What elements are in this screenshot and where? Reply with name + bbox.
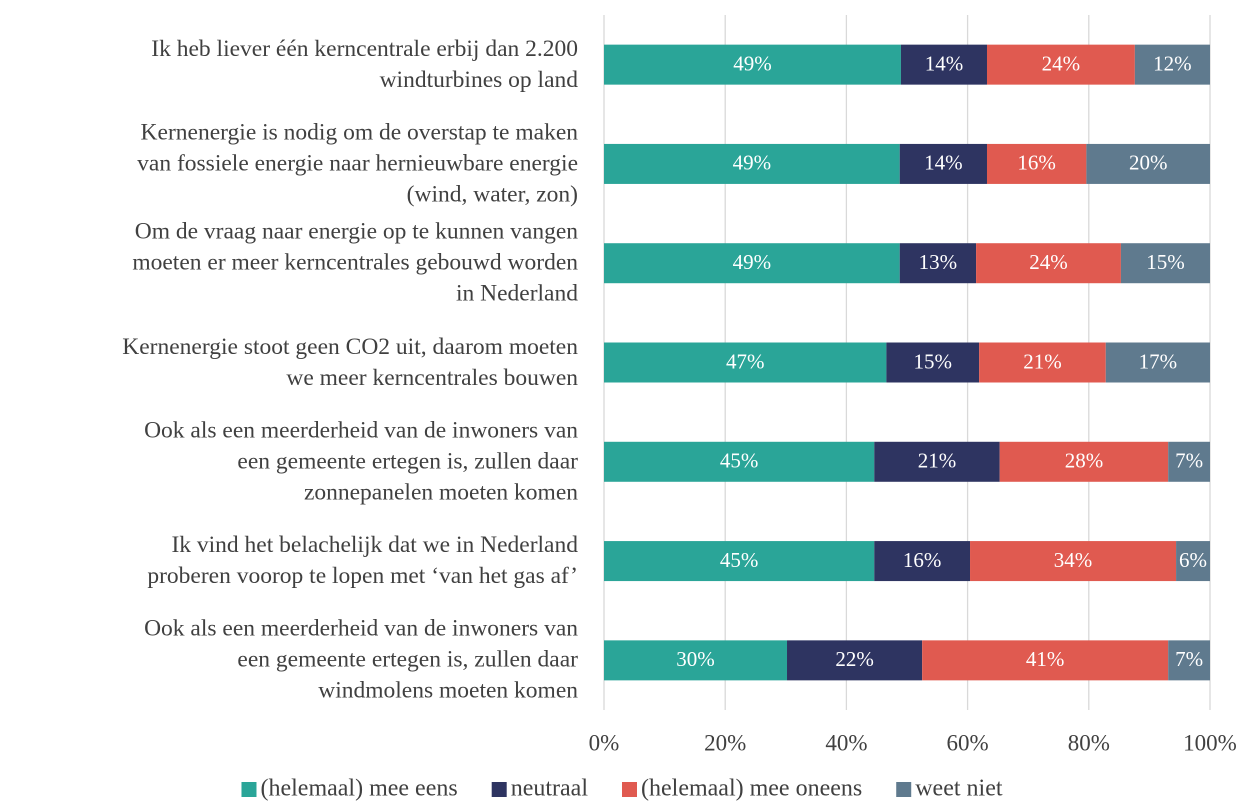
- bar-segment: [604, 44, 901, 85]
- bar-segment: [787, 640, 923, 681]
- data-label: 15%: [1146, 250, 1185, 274]
- bar-segment: [999, 441, 1169, 482]
- data-label: 24%: [1029, 250, 1068, 274]
- data-label: 45%: [720, 548, 759, 572]
- bar-segment: [1168, 441, 1210, 482]
- data-label: 41%: [1026, 647, 1065, 671]
- bar-segment: [970, 541, 1177, 582]
- bar-segment: [604, 342, 887, 383]
- x-tick-label: 100%: [1183, 730, 1237, 755]
- legend-label: neutraal: [511, 776, 589, 802]
- bar-segment: [1086, 143, 1210, 184]
- bar-segment: [1105, 342, 1210, 383]
- data-label: 12%: [1153, 51, 1192, 75]
- bar-segment: [604, 441, 875, 482]
- data-label: 49%: [733, 151, 772, 175]
- bar-segment: [1120, 243, 1210, 284]
- category-label: Kernenergie is nodig om de overstap te m…: [137, 119, 578, 208]
- bar-segment: [899, 143, 987, 184]
- data-label: 20%: [1129, 151, 1168, 175]
- x-tick-label: 40%: [825, 730, 867, 755]
- bar-segment: [604, 243, 900, 284]
- data-label: 7%: [1175, 647, 1203, 671]
- legend-label: (helemaal) mee eens: [260, 776, 457, 802]
- bar-segment: [1176, 541, 1210, 582]
- data-label: 17%: [1139, 349, 1178, 373]
- bar-segment: [900, 44, 987, 85]
- category-label: Ook als een meerderheid van de inwoners …: [144, 417, 578, 506]
- data-label: 16%: [903, 548, 942, 572]
- bar-segment: [899, 243, 977, 284]
- bar-segment: [604, 541, 875, 582]
- legend-swatch: [896, 782, 912, 797]
- bar-segment: [979, 342, 1106, 383]
- data-label: 14%: [925, 51, 964, 75]
- data-label: 21%: [918, 449, 957, 473]
- bar-segment: [874, 441, 1000, 482]
- data-label: 34%: [1054, 548, 1093, 572]
- data-label: 24%: [1042, 51, 1081, 75]
- data-label: 15%: [914, 349, 953, 373]
- legend-swatch: [241, 782, 257, 797]
- data-label: 49%: [733, 51, 772, 75]
- category-label: Ik heb liever één kerncentrale erbij dan…: [151, 35, 578, 93]
- data-label: 47%: [726, 349, 765, 373]
- bar-segment: [1134, 44, 1210, 85]
- data-label: 49%: [733, 250, 772, 274]
- data-label: 7%: [1175, 449, 1203, 473]
- bar-segment: [886, 342, 980, 383]
- x-tick-label: 20%: [704, 730, 746, 755]
- data-label: 45%: [720, 449, 759, 473]
- bar-segment: [604, 640, 788, 681]
- data-label: 16%: [1017, 151, 1056, 175]
- legend-label: (helemaal) mee oneens: [641, 776, 862, 802]
- x-tick-label: 80%: [1068, 730, 1110, 755]
- legend-swatch: [622, 782, 637, 797]
- category-label: Kernenergie stoot geen CO2 uit, daarom m…: [122, 333, 578, 391]
- data-label: 13%: [919, 250, 958, 274]
- data-label: 6%: [1179, 548, 1207, 572]
- legend-swatch: [491, 782, 507, 797]
- category-label: Ook als een meerderheid van de inwoners …: [144, 615, 578, 704]
- data-label: 21%: [1023, 349, 1062, 373]
- data-label: 30%: [676, 647, 715, 671]
- bar-segment: [604, 143, 900, 184]
- legend-label: weet niet: [915, 776, 1003, 802]
- bar-segment: [1168, 640, 1210, 681]
- bar-segment: [976, 243, 1121, 284]
- data-label: 22%: [835, 647, 874, 671]
- category-label: Om de vraag naar energie op te kunnen va…: [132, 218, 578, 307]
- x-tick-label: 60%: [947, 730, 989, 755]
- data-label: 28%: [1065, 449, 1104, 473]
- x-tick-label: 0%: [589, 730, 620, 755]
- bar-segment: [986, 143, 1087, 184]
- bar-segment: [986, 44, 1135, 85]
- data-label: 14%: [924, 151, 963, 175]
- bar-segment: [922, 640, 1169, 681]
- bar-segment: [874, 541, 971, 582]
- category-label: Ik vind het belachelijk dat we in Nederl…: [147, 532, 578, 590]
